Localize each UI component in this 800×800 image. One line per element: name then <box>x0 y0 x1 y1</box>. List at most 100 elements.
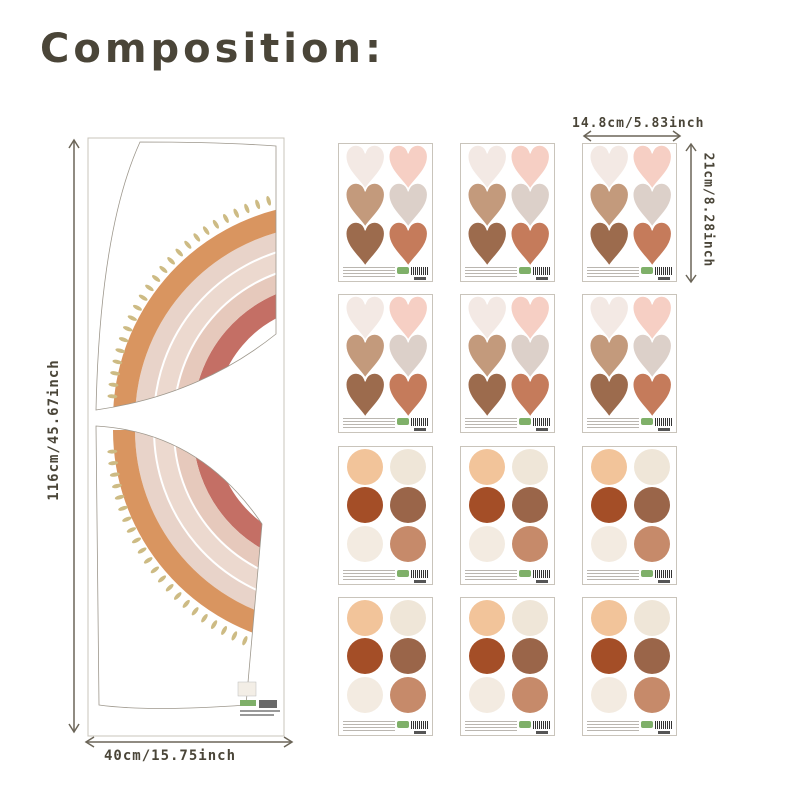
rainbow-dot <box>122 326 133 332</box>
rainbow-dot <box>126 527 137 533</box>
heart-sticker <box>510 333 550 379</box>
heart-sticker <box>589 333 629 379</box>
sheet-fine <box>465 721 517 732</box>
rainbow-dot <box>210 620 218 629</box>
circle-sticker <box>347 449 383 485</box>
rainbow-dot <box>201 613 208 623</box>
circle-sticker <box>390 677 426 713</box>
sheet-fine <box>343 267 395 278</box>
sheet-barcode <box>655 267 673 275</box>
circle-sticker <box>390 449 426 485</box>
hearts-group <box>467 295 550 417</box>
rainbow-dot <box>173 592 182 600</box>
hearts-group <box>467 144 550 266</box>
sheet-barcode <box>533 267 551 275</box>
large-width-label: 40cm/15.75inch <box>104 748 237 764</box>
circle-sticker <box>634 449 670 485</box>
circle-sticker <box>634 526 670 562</box>
sheet-tag <box>536 428 548 431</box>
heart-sticker <box>467 372 507 417</box>
heart-sticker <box>388 182 428 228</box>
circle-sticker <box>469 638 505 674</box>
rainbow-arc <box>155 429 262 603</box>
circle-sticker <box>591 677 627 713</box>
heart-sticker-sheet <box>460 143 555 282</box>
heart-sticker-sheet <box>338 143 433 282</box>
heart-sticker <box>510 182 550 228</box>
circle-sticker <box>390 638 426 674</box>
rainbow-dot <box>157 575 167 583</box>
heart-sticker-sheet <box>338 294 433 433</box>
circle-sticker <box>469 526 505 562</box>
circle-sticker <box>591 600 627 636</box>
circle-sticker <box>591 638 627 674</box>
large-height-label: 116cm/45.67inch <box>46 359 62 501</box>
sheet-tag <box>414 428 426 431</box>
rainbow-dot <box>132 304 142 311</box>
heart-sticker <box>510 221 550 266</box>
sheet-fine <box>465 570 517 581</box>
sheet-tag <box>658 277 670 280</box>
sheet-logo <box>641 418 653 425</box>
circle-sticker <box>512 677 548 713</box>
rainbow-dot <box>151 275 161 282</box>
rainbow-dot <box>150 566 160 574</box>
circle-sticker <box>591 449 627 485</box>
heart-sticker <box>632 372 672 417</box>
sheet-logo <box>519 570 531 577</box>
sheet-barcode <box>533 721 551 729</box>
sheet-tag <box>536 580 548 583</box>
circles-group <box>469 449 548 562</box>
rainbow-dot <box>122 516 132 522</box>
rainbow-dot <box>137 547 147 554</box>
sheet-fine <box>343 418 395 429</box>
heart-sticker <box>510 295 550 341</box>
heart-sticker <box>388 221 428 266</box>
rainbow-dot <box>131 537 142 544</box>
heart-sticker <box>589 372 629 417</box>
heart-sticker <box>345 182 385 228</box>
heart-sticker <box>345 144 385 190</box>
rainbow-dot <box>288 190 294 201</box>
heart-sticker-sheet <box>582 294 677 433</box>
circle-sticker <box>347 638 383 674</box>
sheet-fine <box>587 267 639 278</box>
sheet-barcode <box>533 418 551 426</box>
sheet-height-label: 21cm/8.28inch <box>700 152 716 268</box>
sheet-fine <box>587 418 639 429</box>
sheet-logo <box>397 570 409 577</box>
height-arrow-large <box>68 138 80 734</box>
rainbow-dot <box>255 199 261 210</box>
circles-group <box>347 449 426 562</box>
sheet-tag <box>658 731 670 734</box>
heart-sticker <box>388 333 428 379</box>
heart-sticker <box>632 221 672 266</box>
rainbow-dot <box>233 208 240 218</box>
sheet-logo <box>519 418 531 425</box>
hearts-group <box>589 295 672 417</box>
rainbow-dot <box>107 394 118 399</box>
width-arrow-large <box>84 736 294 748</box>
rainbow-dot <box>193 233 201 242</box>
rainbow-dot <box>127 315 137 321</box>
rainbow-dot <box>138 294 148 301</box>
rainbow-dot <box>212 219 219 229</box>
circle-sticker-sheet <box>582 597 677 736</box>
rainbow-dot <box>191 607 199 616</box>
rainbow-dot <box>112 359 123 365</box>
circles-group <box>347 600 426 713</box>
heart-sticker <box>632 144 672 190</box>
rainbow-dot <box>118 337 129 343</box>
circle-sticker-sheet <box>582 446 677 585</box>
hearts-group <box>345 144 428 266</box>
heart-sticker <box>345 333 385 379</box>
rainbow-dot <box>221 626 228 636</box>
sheet-logo <box>641 721 653 728</box>
heart-sticker <box>345 295 385 341</box>
circle-sticker <box>390 487 426 523</box>
circle-sticker <box>390 600 426 636</box>
rainbow-dot <box>182 599 190 608</box>
rainbow-dot <box>266 195 272 206</box>
rainbow-dot <box>184 240 192 249</box>
